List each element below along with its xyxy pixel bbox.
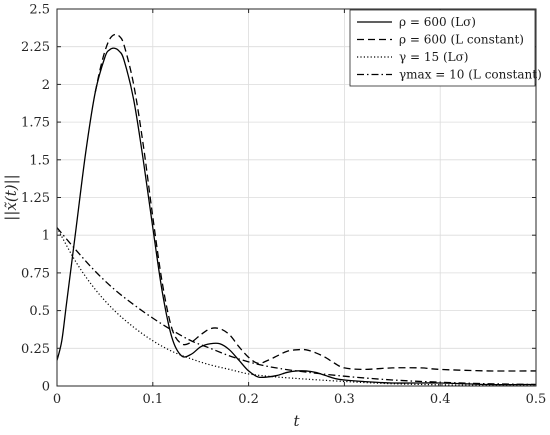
y-tick-label: 2: [42, 78, 50, 93]
series-rho-600-lconstant-line: [94, 33, 536, 372]
y-tick-label: 0.5: [29, 304, 50, 319]
x-axis-label: t: [293, 412, 300, 430]
x-tick-label: 0.3: [334, 392, 355, 407]
y-tick-label: 2.5: [29, 3, 50, 18]
y-tick-label: 2.25: [21, 40, 50, 55]
x-tick-label: 0.4: [430, 392, 451, 407]
x-tick-label: 0.1: [142, 392, 163, 407]
y-tick-label: 1.25: [21, 191, 50, 206]
legend-box: [349, 9, 536, 87]
y-tick-label: 1.5: [29, 153, 50, 168]
legend-entry: γmax = 10 (L constant): [399, 68, 542, 82]
series-lines: [57, 33, 536, 386]
series-rho-600-lsigma-line: [57, 47, 536, 386]
x-tick-label: 0.2: [238, 392, 259, 407]
y-axis-label: ||x̃(t)||: [2, 174, 20, 220]
series-gammamax-10-lconstant-line: [57, 227, 536, 386]
axis-ticks: 0 0.1 0.2 0.3 0.4 0.5 0 0.25 0.5 0.75 1 1.25 1.5 1.75…: [21, 3, 546, 408]
y-tick-label: 1: [42, 229, 50, 244]
y-tick-label: 1.75: [21, 116, 50, 131]
y-tick-label: 0: [42, 380, 50, 395]
legend-entry: ρ = 600 (L constant): [399, 33, 524, 47]
legend-entry: ρ = 600 (Lσ): [399, 15, 476, 29]
legend: ρ = 600 (Lσ) ρ = 600 (L constant) γ = 15 (…: [349, 9, 542, 87]
series-gamma-15-lsigma-line: [57, 227, 536, 386]
y-tick-label: 0.25: [21, 342, 50, 357]
x-tick-label: 0.5: [526, 392, 547, 407]
legend-entry: γ = 15 (Lσ): [399, 50, 468, 64]
axis-labels: t ||x̃(t)||: [2, 174, 300, 430]
y-tick-label: 0.75: [21, 266, 50, 281]
x-tick-label: 0: [53, 392, 61, 407]
